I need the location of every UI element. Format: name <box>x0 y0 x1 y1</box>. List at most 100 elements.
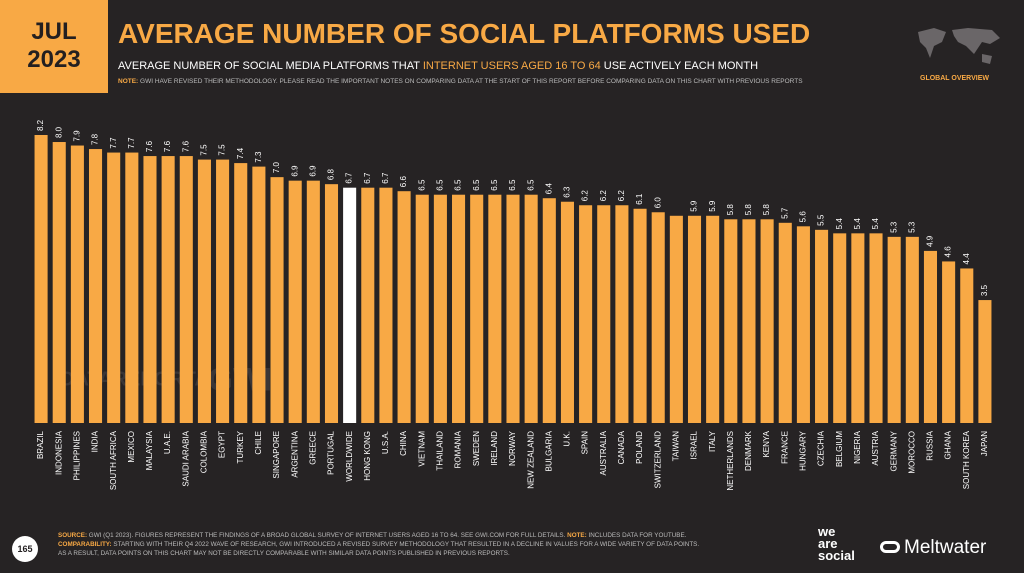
value-label: 7.8 <box>91 133 100 145</box>
bar <box>833 233 847 423</box>
value-label: 5.6 <box>799 211 808 223</box>
footer-notes: SOURCE: GWI (Q1 2023). FIGURES REPRESENT… <box>58 531 818 558</box>
value-label: 6.8 <box>327 168 336 180</box>
source-label: SOURCE: <box>58 532 88 539</box>
subtitle-highlight: INTERNET USERS AGED 16 TO 64 <box>422 60 601 72</box>
bar <box>34 135 48 423</box>
bar <box>288 180 302 423</box>
x-tick-label: U.S.A. <box>381 431 390 454</box>
x-tick-label: ITALY <box>708 430 717 452</box>
value-label: 6.7 <box>345 172 354 184</box>
brand-text: Meltwater <box>904 537 987 558</box>
bar <box>379 187 393 423</box>
value-label: 7.6 <box>145 140 154 152</box>
bar <box>470 194 484 423</box>
x-tick-label: THAILAND <box>436 431 445 471</box>
x-tick-label: SAUDI ARABIA <box>181 430 190 486</box>
value-label: 5.4 <box>853 218 862 230</box>
note-text: GWI HAVE REVISED THEIR METHODOLOGY. PLEA… <box>140 78 803 85</box>
x-tick-label: SOUTH AFRICA <box>109 430 118 490</box>
bar <box>252 166 266 424</box>
x-tick-label: WORLDWIDE <box>345 431 354 482</box>
bar <box>687 215 702 423</box>
x-tick-label: AUSTRALIA <box>599 430 608 475</box>
bar <box>815 229 829 423</box>
bar <box>615 205 629 423</box>
bar <box>179 156 193 423</box>
x-tick-label: U.A.E. <box>163 431 172 454</box>
value-label: 4.9 <box>926 235 935 247</box>
comparability-line: COMPARABILITY: STARTING WITH THEIR Q4 20… <box>58 540 818 549</box>
value-label: 7.6 <box>181 140 190 152</box>
note: NOTE: GWI HAVE REVISED THEIR METHODOLOGY… <box>118 78 803 85</box>
value-label: 8.0 <box>54 126 63 138</box>
bar <box>978 300 992 423</box>
value-label: 6.5 <box>417 179 426 191</box>
bar <box>161 156 175 423</box>
bar <box>651 212 665 423</box>
source-line: SOURCE: GWI (Q1 2023). FIGURES REPRESENT… <box>58 531 818 540</box>
x-tick-label: BRAZIL <box>36 430 45 459</box>
x-tick-label: MOROCCO <box>907 431 916 474</box>
value-label: 7.9 <box>72 130 81 142</box>
subtitle-text: AVERAGE NUMBER OF SOCIAL MEDIA PLATFORMS… <box>118 60 420 72</box>
x-tick-label: FRANCE <box>780 431 789 464</box>
bar <box>270 177 284 423</box>
x-tick-label: INDONESIA <box>54 430 63 475</box>
value-label: 5.5 <box>817 214 826 226</box>
x-tick-label: JAPAN <box>980 431 989 456</box>
x-tick-label: BELGIUM <box>835 431 844 467</box>
bar <box>125 152 139 423</box>
bar <box>942 261 956 423</box>
value-label: 6.5 <box>436 179 445 191</box>
x-tick-label: PORTUGAL <box>327 430 336 474</box>
value-label: 6.5 <box>490 179 499 191</box>
note-label: NOTE: <box>567 532 587 539</box>
note-text: INCLUDES DATA FOR YOUTUBE. <box>588 532 687 539</box>
bar <box>397 191 411 423</box>
value-label: 7.5 <box>200 144 209 156</box>
value-label: 7.3 <box>254 151 263 163</box>
value-label: 6.5 <box>526 179 535 191</box>
value-label: 8.2 <box>36 119 45 131</box>
value-label: 6.3 <box>563 186 572 198</box>
x-tick-label: ARGENTINA <box>290 430 299 477</box>
value-label: 6.2 <box>581 190 590 202</box>
value-label: 6.6 <box>399 176 408 188</box>
page-number: 165 <box>12 536 38 562</box>
value-label: 6.9 <box>308 165 317 177</box>
watermark: DATAREPORTAL <box>60 368 221 390</box>
brand-word: we <box>818 524 836 539</box>
x-tick-label: COLOMBIA <box>200 430 209 473</box>
value-label: 6.7 <box>363 172 372 184</box>
bar <box>524 194 538 423</box>
x-tick-label: ROMANIA <box>454 430 463 468</box>
note-label: NOTE: <box>118 78 139 85</box>
value-label: 6.7 <box>381 172 390 184</box>
value-label: 5.8 <box>726 204 735 216</box>
bar <box>452 194 466 423</box>
bar <box>88 149 103 424</box>
x-tick-label: CANADA <box>617 430 626 464</box>
bar <box>905 236 919 423</box>
bar <box>597 205 611 423</box>
bar <box>216 159 230 423</box>
x-tick-label: DENMARK <box>744 430 753 471</box>
value-label: 5.3 <box>889 221 898 233</box>
value-label: 4.6 <box>944 246 953 258</box>
bar <box>506 194 520 423</box>
x-tick-label: SOUTH KOREA <box>962 430 971 489</box>
x-tick-label: RUSSIA <box>926 430 935 460</box>
x-tick-label: TURKEY <box>236 430 245 463</box>
bar <box>324 184 339 423</box>
bar <box>560 201 574 423</box>
bar <box>197 159 211 423</box>
bar <box>488 194 502 423</box>
badge: GLOBAL OVERVIEW <box>920 75 989 82</box>
value-label: 5.8 <box>762 204 771 216</box>
x-tick-label: BULGARIA <box>544 430 553 471</box>
x-tick-label: SWITZERLAND <box>653 431 662 489</box>
bar <box>887 236 901 423</box>
value-label: 5.8 <box>744 204 753 216</box>
